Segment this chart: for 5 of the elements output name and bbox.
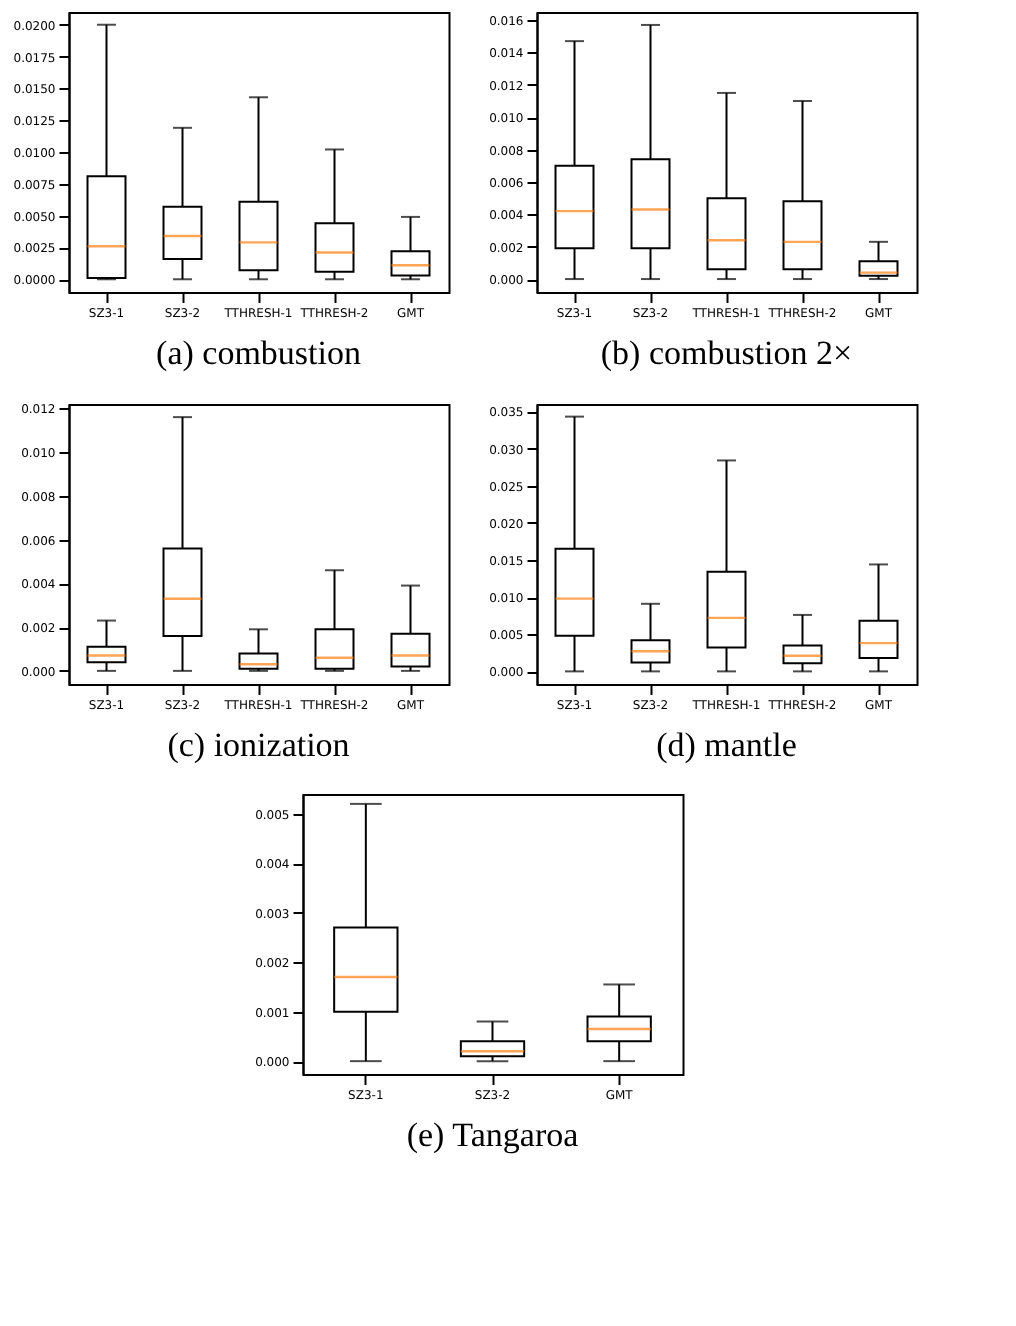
text: (d) mantle — [656, 726, 797, 764]
text: (c) ionization — [167, 726, 351, 764]
text: (b) combustion 2× — [600, 334, 853, 372]
text: (e) Tangaroa — [406, 1116, 580, 1154]
text: (a) combustion — [156, 334, 362, 372]
